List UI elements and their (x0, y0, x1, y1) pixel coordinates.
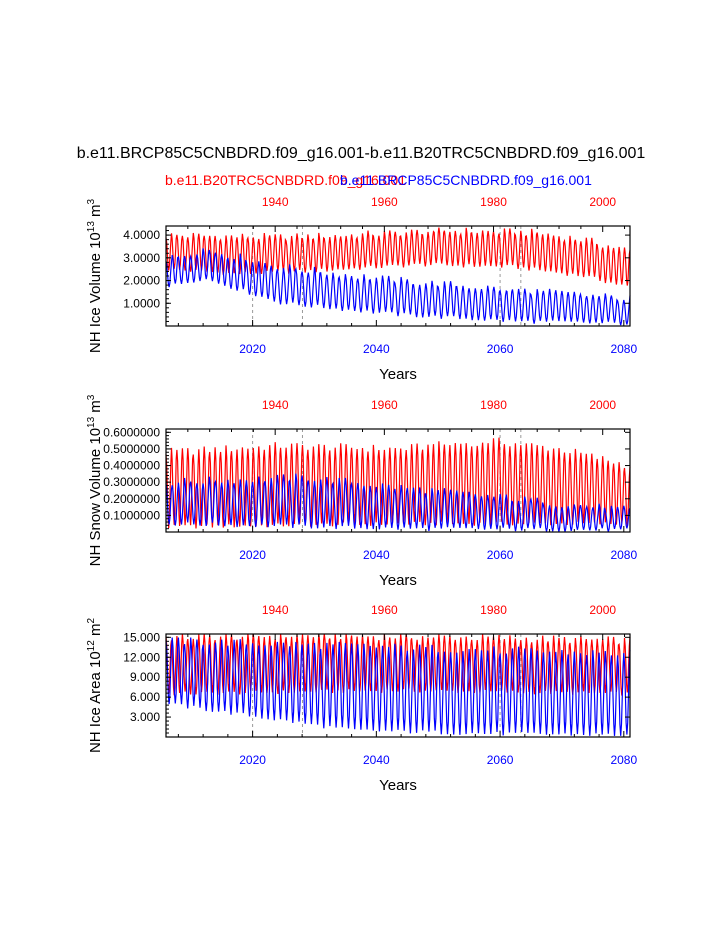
x-tick-label-top: 1960 (371, 603, 398, 617)
panel-snow-volume: 0.1000000 0.2000000 0.3000000 0.4000000 0.50… (86, 394, 637, 589)
x-tick-label-top: 1980 (480, 398, 507, 412)
x-tick-label-top: 2000 (589, 398, 616, 412)
x-tick-label-top: 1960 (371, 398, 398, 412)
x-tick-label-top: 1960 (371, 195, 398, 209)
x-tick-label-bottom: 2060 (487, 753, 514, 767)
panel-ice-area: 3.000 6.000 9.000 12.000 15.000 2020 2040 2060 2… (86, 603, 637, 794)
y-tick-label: 0.2000000 (103, 492, 160, 506)
y-tick-label: 0.4000000 (103, 459, 160, 473)
y-tick-label: 4.0000 (123, 228, 160, 242)
x-tick-label-top: 2000 (589, 603, 616, 617)
x-tick-label-bottom: 2060 (487, 548, 514, 562)
x-tick-label-top: 1940 (262, 195, 289, 209)
y-axis-label: NH Snow Volume 1013 m3 (86, 394, 104, 566)
series-line-rcp85 (165, 248, 631, 326)
y-tick-label: 2.0000 (123, 274, 160, 288)
x-tick-label-top: 1940 (262, 603, 289, 617)
x-tick-label-bottom: 2040 (363, 753, 390, 767)
y-tick-label: 1.0000 (123, 296, 160, 310)
plot-frame (165, 428, 631, 533)
legend-entry-historical: b.e11.B20TRC5CNBDRD.f09_g16.001 (165, 172, 406, 188)
x-tick-label-bottom: 2040 (363, 548, 390, 562)
y-tick-label: 12.000 (123, 650, 160, 664)
panel-ice-volume: 1.0000 2.0000 3.0000 4.0000 2020 2040 2060 2080… (86, 195, 637, 383)
x-tick-label-top: 2000 (589, 195, 616, 209)
y-tick-label: 9.000 (130, 670, 160, 684)
x-tick-label-bottom: 2060 (487, 342, 514, 356)
series-line-historical (165, 437, 631, 529)
y-tick-label: 0.3000000 (103, 475, 160, 489)
y-tick-label: 15.000 (123, 630, 160, 644)
y-axis-label: NH Ice Area 1012 m2 (86, 618, 104, 754)
x-tick-label-top: 1940 (262, 398, 289, 412)
series-line-historical (165, 227, 631, 286)
y-tick-label: 0.1000000 (103, 508, 160, 522)
x-tick-label-bottom: 2080 (610, 548, 637, 562)
y-tick-label: 0.5000000 (103, 442, 160, 456)
x-tick-label-bottom: 2080 (610, 342, 637, 356)
y-tick-label: 6.000 (130, 690, 160, 704)
series-line-historical (165, 633, 631, 696)
x-tick-label-bottom: 2080 (610, 753, 637, 767)
y-tick-label: 0.6000000 (103, 425, 160, 439)
series-line-rcp85 (165, 473, 631, 532)
x-tick-label-top: 1980 (480, 195, 507, 209)
x-tick-label-bottom: 2040 (363, 342, 390, 356)
x-tick-label-bottom: 2020 (239, 548, 266, 562)
y-tick-label: 3.0000 (123, 251, 160, 265)
figure-title: b.e11.BRCP85C5CNBDRD.f09_g16.001-b.e11.B… (77, 145, 646, 162)
x-tick-label-bottom: 2020 (239, 342, 266, 356)
x-tick-label-top: 1980 (480, 603, 507, 617)
x-axis-label: Years (379, 366, 417, 383)
y-tick-label: 3.000 (130, 710, 160, 724)
y-axis-label: NH Ice Volume 1013 m3 (86, 198, 104, 353)
x-tick-label-bottom: 2020 (239, 753, 266, 767)
series-line-rcp85 (165, 637, 631, 736)
x-axis-label: Years (379, 777, 417, 794)
legend-entry-rcp85: b.e11.BRCP85C5CNBDRD.f09_g16.001 (340, 172, 592, 188)
x-axis-label: Years (379, 572, 417, 589)
